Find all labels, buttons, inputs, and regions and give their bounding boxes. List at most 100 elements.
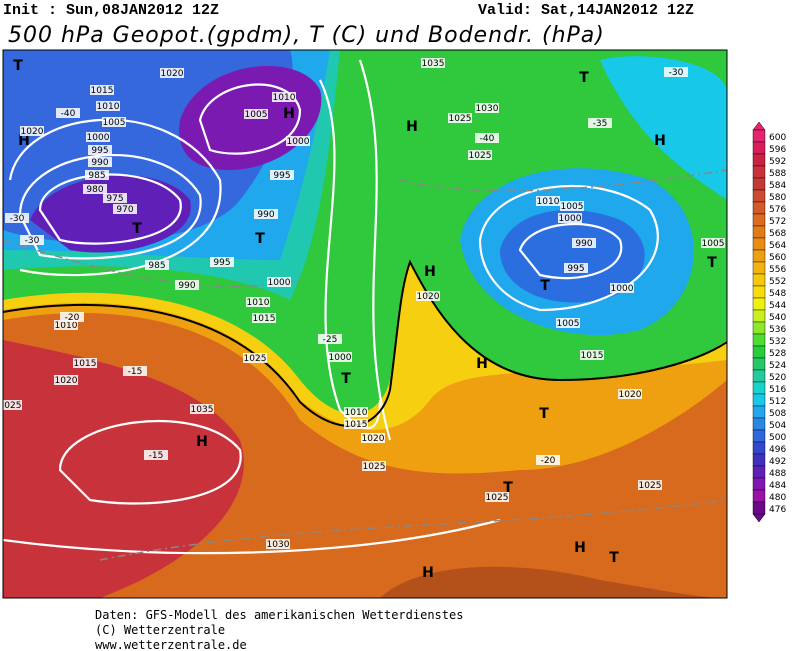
colorbar-label: 552 [769,277,786,287]
colorbar-swatch [752,477,766,491]
contour-label: 1015 [581,351,604,361]
contour-label: 1000 [559,214,582,224]
label-box [556,318,580,328]
label-box [246,297,270,307]
contour-label: 1020 [21,127,44,137]
label-box [243,353,267,363]
colorbar-swatch [752,321,766,335]
contour-label: 1020 [161,69,184,79]
colorbar-swatch [752,273,766,287]
contour-label: 1000 [329,353,352,363]
label-box [468,150,492,160]
colorbar-label: 600 [769,133,786,143]
label-box [344,419,368,429]
label-box [588,118,612,128]
colorbar-swatch [752,165,766,179]
contour-label: 1030 [267,540,290,550]
contour-label: 990 [575,239,592,249]
contour-label: -25 [323,335,338,345]
colorbar-swatch [752,285,766,299]
contour-label: 1015 [253,314,276,324]
contour-label: 1035 [191,405,214,415]
contour-label: 1015 [91,86,114,96]
contour-label: 980 [86,185,103,195]
footer-line: Daten: GFS-Modell des amerikanischen Wet… [95,608,463,622]
pressure-center: H [18,133,30,149]
colorbar: 600 596 592 588 584 580 576 572 568 564 560 556 552 5… [752,129,786,515]
colorbar-swatch [752,333,766,347]
label-box [85,170,109,180]
label-box [90,85,114,95]
contour-label: 1020 [619,390,642,400]
colorbar-label: 500 [769,433,786,443]
colorbar-label: 540 [769,313,786,323]
label-box [580,350,604,360]
footer-line: (C) Wetterzentrale [95,623,225,637]
colorbar-label: 584 [769,181,786,191]
colorbar-swatch [752,405,766,419]
label-box [3,400,22,410]
pressure-center: T [539,406,549,422]
colorbar-swatch [752,249,766,263]
contour-label: 995 [567,264,584,274]
contour-label: 1025 [639,481,662,491]
colorbar-swatch [752,369,766,383]
label-box [564,263,588,273]
label-box [328,352,352,362]
contour-label: 1005 [702,239,725,249]
label-box [56,108,80,118]
label-box [318,334,342,344]
init-time: Init : Sun,08JAN2012 12Z [3,2,219,19]
contour-label: 985 [88,171,105,181]
label-box [54,375,78,385]
colorbar-swatch [752,441,766,455]
colorbar-label: 520 [769,373,786,383]
pressure-center: H [654,133,666,149]
contour-label: 1020 [417,292,440,302]
contour-label: 975 [106,194,123,204]
colorbar-label: 536 [769,325,786,335]
label-box [664,67,688,77]
contour-label: -40 [61,109,76,119]
colorbar-swatch [752,141,766,155]
contour-label: 1010 [537,197,560,207]
colorbar-label: 512 [769,397,786,407]
colorbar-swatch [752,213,766,227]
colorbar-swatch [752,501,766,515]
pressure-center: H [574,540,586,556]
label-box [475,103,499,113]
label-box [286,136,310,146]
pressure-center: T [13,58,23,74]
colorbar-label: 516 [769,385,786,395]
colorbar-label: 576 [769,205,786,215]
contour-label: 1015 [345,420,368,430]
map-frame [2,49,728,599]
contour-label: 990 [178,281,195,291]
contour-label: 1025 [486,493,509,503]
label-box [416,291,440,301]
colorbar-label: 548 [769,289,786,299]
footer-line: www.wetterzentrale.de [95,638,247,651]
contour-label: 1020 [55,376,78,386]
colorbar-label: 484 [769,481,786,491]
colorbar-label: 476 [769,505,786,515]
contour-label: 1025 [0,401,21,411]
contour-label: 1010 [55,321,78,331]
label-box [272,92,296,102]
colorbar-label: 580 [769,193,786,203]
contour-label: 1025 [449,114,472,124]
label-box [244,109,268,119]
label-box [485,492,509,502]
contour-label: 1030 [476,104,499,114]
colorbar-label: 588 [769,169,786,179]
label-box [5,213,29,223]
contour-label: -35 [593,119,608,129]
colorbar-swatch [752,177,766,191]
colorbar-label: 560 [769,253,786,263]
colorbar-label: 532 [769,337,786,347]
label-box [361,433,385,443]
pressure-center: T [609,550,619,566]
